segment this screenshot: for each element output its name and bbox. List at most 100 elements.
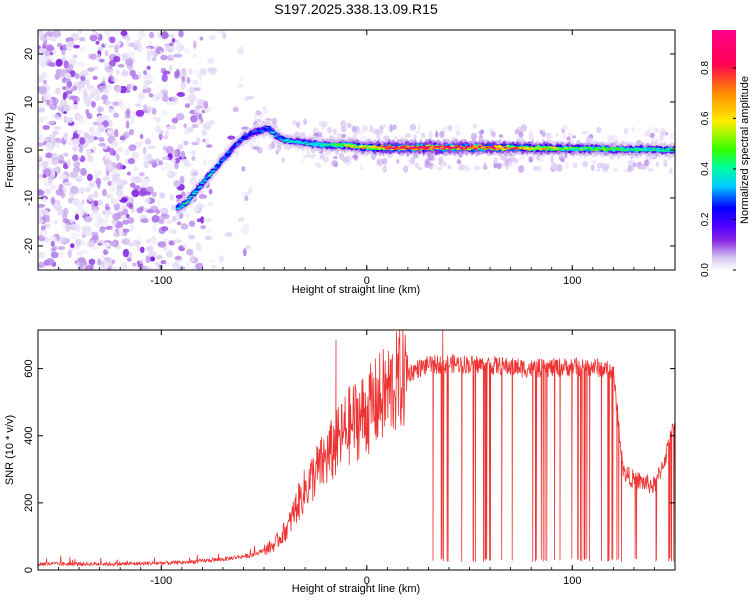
ridge-halo-dot: [447, 124, 453, 132]
noise-blob: [63, 60, 69, 69]
noise-blob: [41, 198, 47, 203]
noise-blob: [91, 30, 96, 33]
colorbar-tick-label: 0.8: [700, 61, 711, 75]
ridge-cell: [230, 146, 235, 149]
ridge-halo-dot: [647, 168, 654, 172]
ridge-halo-dot: [655, 161, 659, 167]
noise-blob: [192, 53, 197, 59]
ridge-cell: [227, 150, 232, 153]
noise-blob: [162, 70, 171, 75]
noise-blob: [95, 40, 100, 45]
ridge-halo-dot: [320, 152, 326, 158]
noise-blob: [147, 145, 156, 150]
noise-blob: [97, 46, 105, 52]
noise-blob: [106, 83, 113, 92]
noise-blob: [45, 35, 53, 41]
noise-blob: [148, 93, 154, 98]
ridge-halo-dot: [253, 115, 258, 122]
ridge-cell: [656, 147, 661, 150]
noise-blob: [111, 219, 117, 227]
ridge-halo-dot: [636, 128, 643, 132]
snr-x-tick-label: 100: [563, 575, 581, 587]
ridge-halo-dot: [547, 133, 552, 140]
noise-blob: [161, 94, 169, 102]
ridge-cell: [207, 174, 212, 177]
noise-blob: [181, 76, 186, 84]
noise-blob: [151, 56, 157, 62]
noise-blob: [116, 85, 122, 93]
noise-blob: [108, 186, 117, 192]
noise-blob: [195, 262, 204, 270]
noise-blob: [149, 256, 156, 262]
ridge-halo-dot: [413, 134, 417, 139]
ridge-halo-dot: [296, 123, 300, 129]
noise-blob: [110, 198, 119, 205]
ridge-halo-dot: [509, 156, 516, 162]
noise-blob: [142, 265, 149, 270]
noise-blob: [140, 246, 145, 253]
ridge-halo-dot: [661, 157, 667, 165]
noise-blob: [188, 86, 196, 94]
ridge-cell: [194, 190, 199, 192]
ridge-cell: [510, 147, 515, 150]
ridge-cell: [313, 142, 318, 145]
noise-blob: [149, 244, 154, 251]
noise-blob: [196, 137, 201, 142]
noise-blob: [113, 232, 119, 239]
ridge-halo-dot: [324, 151, 331, 156]
noise-blob: [79, 37, 86, 42]
noise-blob: [62, 207, 69, 216]
noise-blob: [177, 143, 184, 150]
noise-blob: [70, 223, 77, 231]
noise-blob: [54, 137, 61, 143]
ridge-cell: [237, 140, 242, 144]
noise-blob: [45, 141, 55, 149]
ridge-cell: [224, 153, 229, 156]
noise-blob: [178, 265, 185, 270]
noise-blob: [61, 77, 67, 84]
noise-blob: [136, 234, 142, 242]
ridge-halo-dot: [431, 164, 438, 170]
noise-blob: [107, 163, 113, 172]
noise-blob: [143, 104, 147, 110]
noise-blob: [200, 216, 205, 224]
ridge-cell: [348, 145, 353, 147]
noise-blob: [46, 99, 51, 106]
noise-blob: [192, 40, 197, 49]
noise-blob: [176, 221, 182, 226]
ridge-halo-dot: [607, 134, 613, 141]
ridge-halo-dot: [409, 124, 417, 131]
noise-blob: [80, 167, 87, 176]
ridge-cell: [546, 146, 551, 149]
ridge-halo-dot: [393, 136, 399, 140]
noise-blob: [161, 156, 171, 161]
noise-blob: [186, 77, 191, 84]
ridge-halo-dot: [555, 133, 559, 137]
noise-blob: [165, 250, 173, 258]
snr-y-axis: 0 200 400 600: [23, 359, 675, 573]
noise-blob: [137, 71, 142, 80]
colorbar-label: Normalized spectral amplitude: [739, 76, 750, 224]
ridge-cell: [223, 156, 228, 158]
noise-blob: [86, 173, 93, 182]
ridge-halo-dot: [389, 124, 394, 133]
noise-blob: [172, 262, 180, 267]
colorbar-tick-label: 0.6: [700, 111, 711, 125]
noise-blob: [171, 38, 176, 43]
ridge-cell: [651, 149, 656, 152]
noise-blob: [104, 101, 113, 105]
noise-blob: [126, 171, 131, 176]
ridge-cell: [266, 129, 271, 131]
heatmap-y-label: Frequency (Hz): [4, 112, 16, 188]
ridge-cell: [310, 143, 315, 145]
ridge-cell: [236, 143, 241, 145]
ridge-halo-dot: [346, 122, 352, 129]
ridge-cell: [249, 133, 254, 135]
noise-blob: [56, 267, 63, 270]
ridge-cell: [203, 179, 208, 181]
noise-blob: [121, 262, 128, 270]
noise-blob: [191, 79, 199, 85]
noise-blob: [57, 246, 66, 250]
ridge-cell: [525, 147, 530, 149]
